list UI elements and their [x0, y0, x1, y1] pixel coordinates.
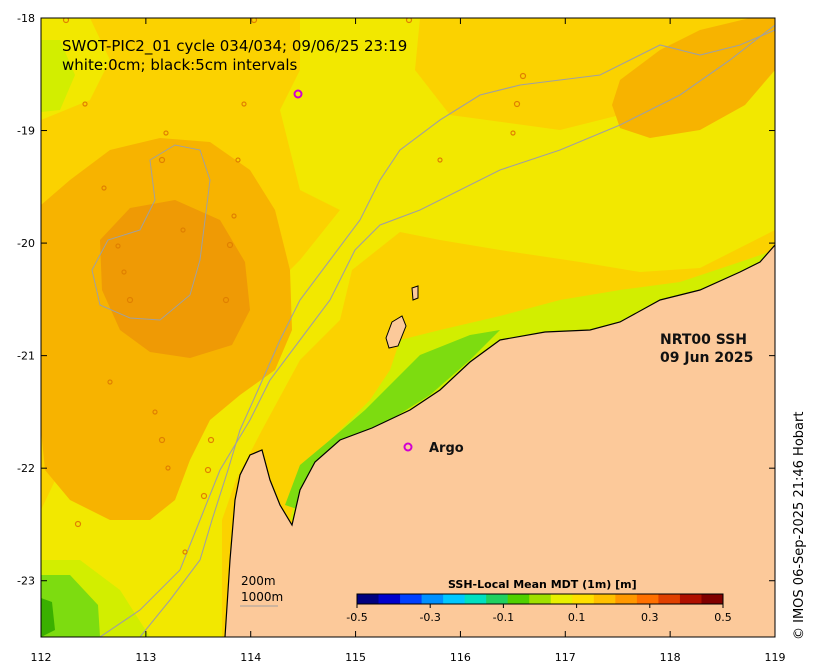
colorbar-segment: [690, 594, 702, 604]
product-date: 09 Jun 2025: [660, 350, 753, 366]
x-tick-label: 118: [660, 651, 681, 664]
colorbar-segment: [669, 594, 681, 604]
colorbar-segment: [604, 594, 616, 604]
argo-float-south: [403, 442, 413, 452]
colorbar-segment: [550, 594, 563, 604]
x-tick-label: 113: [135, 651, 156, 664]
colorbar-segment: [701, 594, 713, 604]
x-tick-label: 117: [555, 651, 576, 664]
colorbar-tick-label: -0.3: [419, 611, 440, 624]
contour-band-orange-east: [612, 18, 775, 138]
land-mainland: [225, 245, 775, 637]
colorbar-tick-label: 0.5: [714, 611, 732, 624]
colorbar-segment: [636, 594, 649, 604]
island-barrow: [385, 315, 407, 349]
title-line-1: SWOT-PIC2_01 cycle 034/034; 09/06/25 23:…: [62, 37, 407, 56]
colorbar-segment: [529, 594, 541, 604]
x-tick-label: 114: [240, 651, 261, 664]
colorbar-segment: [410, 594, 423, 604]
contour-band-darkgreen-sw: [41, 598, 55, 637]
colorbar: -0.5 -0.3 -0.1 0.1 0.3 0.5: [346, 593, 732, 624]
y-tick-label: -20: [17, 237, 35, 250]
y-axis: -18 -19 -20 -21 -22 -23: [17, 12, 775, 588]
colorbar-segment: [357, 594, 369, 604]
colorbar-segment: [443, 594, 455, 604]
colorbar-segment: [507, 594, 519, 604]
colorbar-segment: [378, 594, 390, 604]
colorbar-tick-label: -0.5: [346, 611, 367, 624]
colorbar-tick-label: 0.1: [568, 611, 586, 624]
x-tick-label: 112: [31, 651, 52, 664]
argo-floats: [293, 89, 413, 452]
colorbar-segment: [432, 594, 444, 604]
colorbar-segment: [712, 594, 724, 604]
isobath-plateau: [91, 144, 211, 321]
colorbar-segment: [389, 594, 401, 604]
product-name: NRT00 SSH: [660, 332, 747, 348]
depth-legend-shallow: 200m: [241, 574, 276, 588]
isobath-200m: [139, 29, 775, 637]
colorbar-segment: [647, 594, 659, 604]
colorbar-segment: [421, 594, 433, 604]
colorbar-segment: [518, 594, 530, 604]
colorbar-segment: [486, 594, 498, 604]
colorbar-title: SSH-Local Mean MDT (1m) [m]: [448, 578, 637, 591]
colorbar-segment: [367, 594, 380, 604]
map-plot-area: Argo NRT00 SSH 09 Jun 2025 SWOT-PIC2_01 …: [41, 18, 775, 637]
colorbar-outline: [356, 593, 724, 605]
plot-frame: [40, 17, 776, 638]
colorbar-segment: [496, 594, 509, 604]
x-tick-label: 119: [765, 651, 786, 664]
colorbar-tick-label: 0.3: [641, 611, 659, 624]
colorbar-segment: [679, 594, 692, 604]
colorbar-tick-label: -0.1: [493, 611, 514, 624]
y-tick-label: -22: [17, 462, 35, 475]
x-tick-label: 115: [345, 651, 366, 664]
colorbar-segment: [475, 594, 487, 604]
x-tick-label: 116: [450, 651, 471, 664]
contour-band-green-nw: [41, 40, 75, 112]
contour-band-green-coast: [285, 330, 500, 510]
x-axis: 112 113 114 115 116 117 118 119: [31, 18, 786, 664]
argo-label: Argo: [429, 441, 464, 456]
depth-legend-deep: 1000m: [241, 590, 283, 604]
y-tick-label: -19: [17, 125, 35, 138]
colorbar-segment: [615, 594, 627, 604]
isobath-1000m: [99, 24, 775, 637]
title-line-2: white:0cm; black:5cm intervals: [62, 56, 298, 74]
colorbar-segment: [572, 594, 584, 604]
y-tick-label: -21: [17, 350, 35, 363]
island-small: [411, 285, 419, 301]
colorbar-segment: [400, 594, 412, 604]
colorbar-segment: [583, 594, 595, 604]
y-tick-label: -18: [17, 12, 35, 25]
colorbar-segment: [626, 594, 638, 604]
swot-swath-dots: [62, 18, 527, 555]
copyright-label: © IMOS 06-Sep-2025 21:46 Hobart: [792, 411, 807, 640]
colorbar-segment: [593, 594, 606, 604]
colorbar-segment: [561, 594, 573, 604]
coastline: [224, 244, 775, 637]
colorbar-segment: [453, 594, 466, 604]
colorbar-segment: [464, 594, 476, 604]
colorbar-segment: [658, 594, 670, 604]
colorbar-segment: [540, 594, 552, 604]
argo-float-north: [293, 89, 303, 99]
y-tick-label: -23: [17, 575, 35, 588]
contour-band-green-sw: [41, 575, 100, 637]
